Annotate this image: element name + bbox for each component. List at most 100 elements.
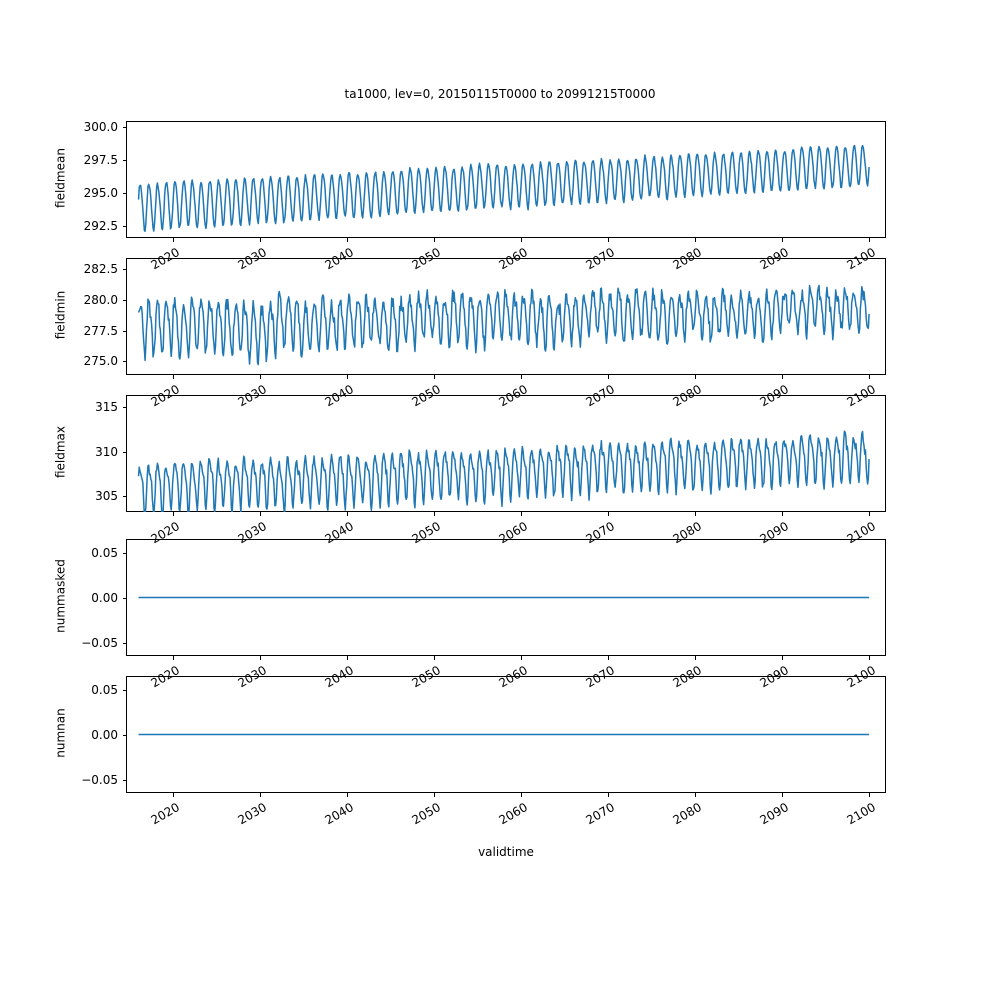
x-tick-mark: [521, 656, 523, 660]
y-tick-mark: [122, 496, 126, 497]
x-tick-label: 2100: [844, 800, 879, 828]
x-tick-label: 2090: [757, 800, 792, 828]
panel-fieldmean: 292.5 295.0 297.5 300.0 fieldmean 2020 2030 204…: [53, 120, 886, 272]
x-tick-mark: [173, 656, 174, 660]
x-tick-mark: [173, 793, 174, 797]
y-tick-label: 292.5: [83, 218, 118, 233]
axes-frame-nummasked: [126, 539, 886, 656]
y-tick-mark: [122, 779, 126, 781]
series-line-fieldmean: [137, 144, 870, 233]
y-tick-mark: [122, 597, 126, 599]
data-path: [137, 430, 870, 512]
y-tick-label: 0.00: [91, 727, 118, 742]
x-tick-mark: [260, 238, 261, 242]
x-tick-mark: [434, 512, 435, 516]
y-tick-mark: [122, 361, 126, 363]
y-tick-label: 297.5: [83, 152, 118, 167]
x-tick-mark: [347, 375, 348, 379]
y-tick-label: 305: [95, 489, 118, 504]
x-tick-mark: [608, 512, 610, 516]
x-tick-mark: [260, 793, 261, 797]
x-tick-mark: [260, 512, 261, 516]
y-tick-mark: [122, 734, 126, 736]
x-tick-mark: [521, 512, 523, 516]
y-axis-label-numnan: numnan: [53, 707, 67, 758]
x-tick-mark: [695, 656, 697, 660]
x-tick-mark: [173, 512, 174, 516]
x-tick-mark: [347, 656, 348, 660]
x-tick-mark: [173, 238, 174, 242]
y-tick-label: −0.05: [81, 635, 118, 650]
series-line-fieldmax: [137, 430, 870, 512]
x-tick-mark: [608, 238, 610, 242]
y-tick-label: 315: [95, 400, 118, 415]
y-tick-label: 0.05: [91, 545, 118, 560]
y-tick-label: 295.0: [83, 185, 118, 200]
series-line-nummasked: [138, 596, 870, 599]
axes-frame-fieldmax: [126, 395, 886, 512]
data-path: [137, 144, 870, 233]
y-tick-mark: [122, 225, 126, 227]
x-tick-mark: [347, 238, 348, 242]
x-tick-mark: [782, 238, 784, 242]
y-axis-label-fieldmax: fieldmax: [53, 425, 67, 478]
y-tick-mark: [122, 451, 126, 453]
x-tick-mark: [782, 512, 784, 516]
y-tick-label: 282.5: [83, 262, 118, 277]
y-tick-mark: [122, 689, 126, 691]
y-axis-label-nummasked: nummasked: [53, 558, 67, 633]
series-line-numnan: [138, 733, 870, 736]
y-tick-mark: [122, 642, 126, 644]
x-tick-label: 2040: [322, 800, 357, 828]
x-tick-mark: [260, 375, 261, 379]
plot-area-fieldmin: [126, 258, 886, 375]
y-tick-label: −0.05: [81, 772, 118, 787]
y-tick-mark: [122, 552, 126, 554]
y-tick-mark: [122, 299, 126, 301]
x-tick-mark: [869, 238, 871, 242]
x-tick-mark: [521, 238, 523, 242]
x-tick-mark: [695, 238, 697, 242]
x-tick-mark: [347, 793, 348, 797]
panel-numnan: −0.05 0.00 0.05 numnan 2020 2030 2040 2050 2060 2…: [53, 676, 886, 827]
series-line-fieldmin: [137, 284, 870, 366]
y-tick-mark: [122, 126, 126, 128]
plot-area-fieldmax: [126, 395, 886, 512]
y-tick-label: 310: [95, 444, 118, 459]
x-tick-mark: [608, 656, 610, 660]
plot-area-fieldmean: [126, 121, 886, 238]
y-tick-label: 275.0: [83, 354, 118, 369]
axes-frame-fieldmin: [126, 258, 886, 375]
x-tick-mark: [521, 793, 523, 797]
x-tick-mark: [260, 656, 261, 660]
data-path: [137, 284, 870, 366]
x-tick-mark: [782, 375, 784, 379]
axes-frame-fieldmean: [126, 121, 886, 238]
x-tick-mark: [869, 512, 871, 516]
x-tick-mark: [695, 793, 697, 797]
plot-area-nummasked: [126, 539, 886, 656]
x-tick-mark: [782, 656, 784, 660]
x-axis-label: validtime: [478, 845, 534, 859]
y-axis-label-fieldmin: fieldmin: [53, 290, 67, 339]
y-tick-mark: [122, 407, 126, 409]
y-tick-label: 0.05: [91, 682, 118, 697]
x-tick-label: 2080: [670, 800, 705, 828]
y-tick-label: 277.5: [83, 323, 118, 338]
x-tick-mark: [434, 375, 435, 379]
x-tick-label: 2020: [148, 800, 182, 828]
y-tick-mark: [122, 159, 126, 161]
x-tick-mark: [434, 238, 435, 242]
y-axis-label-fieldmean: fieldmean: [53, 147, 67, 208]
panel-fieldmax: 305 310 315 fieldmax 2020 2030 2040 2050 2060 207…: [53, 395, 886, 546]
x-tick-mark: [521, 375, 523, 379]
x-tick-label: 2070: [583, 800, 618, 828]
x-tick-mark: [782, 793, 784, 797]
x-tick-mark: [173, 375, 174, 379]
y-tick-label: 280.0: [83, 292, 118, 307]
y-tick-mark: [122, 269, 126, 270]
x-tick-mark: [347, 512, 348, 516]
figure-title: ta1000, lev=0, 20150115T0000 to 20991215…: [344, 87, 656, 101]
y-tick-mark: [122, 192, 126, 194]
